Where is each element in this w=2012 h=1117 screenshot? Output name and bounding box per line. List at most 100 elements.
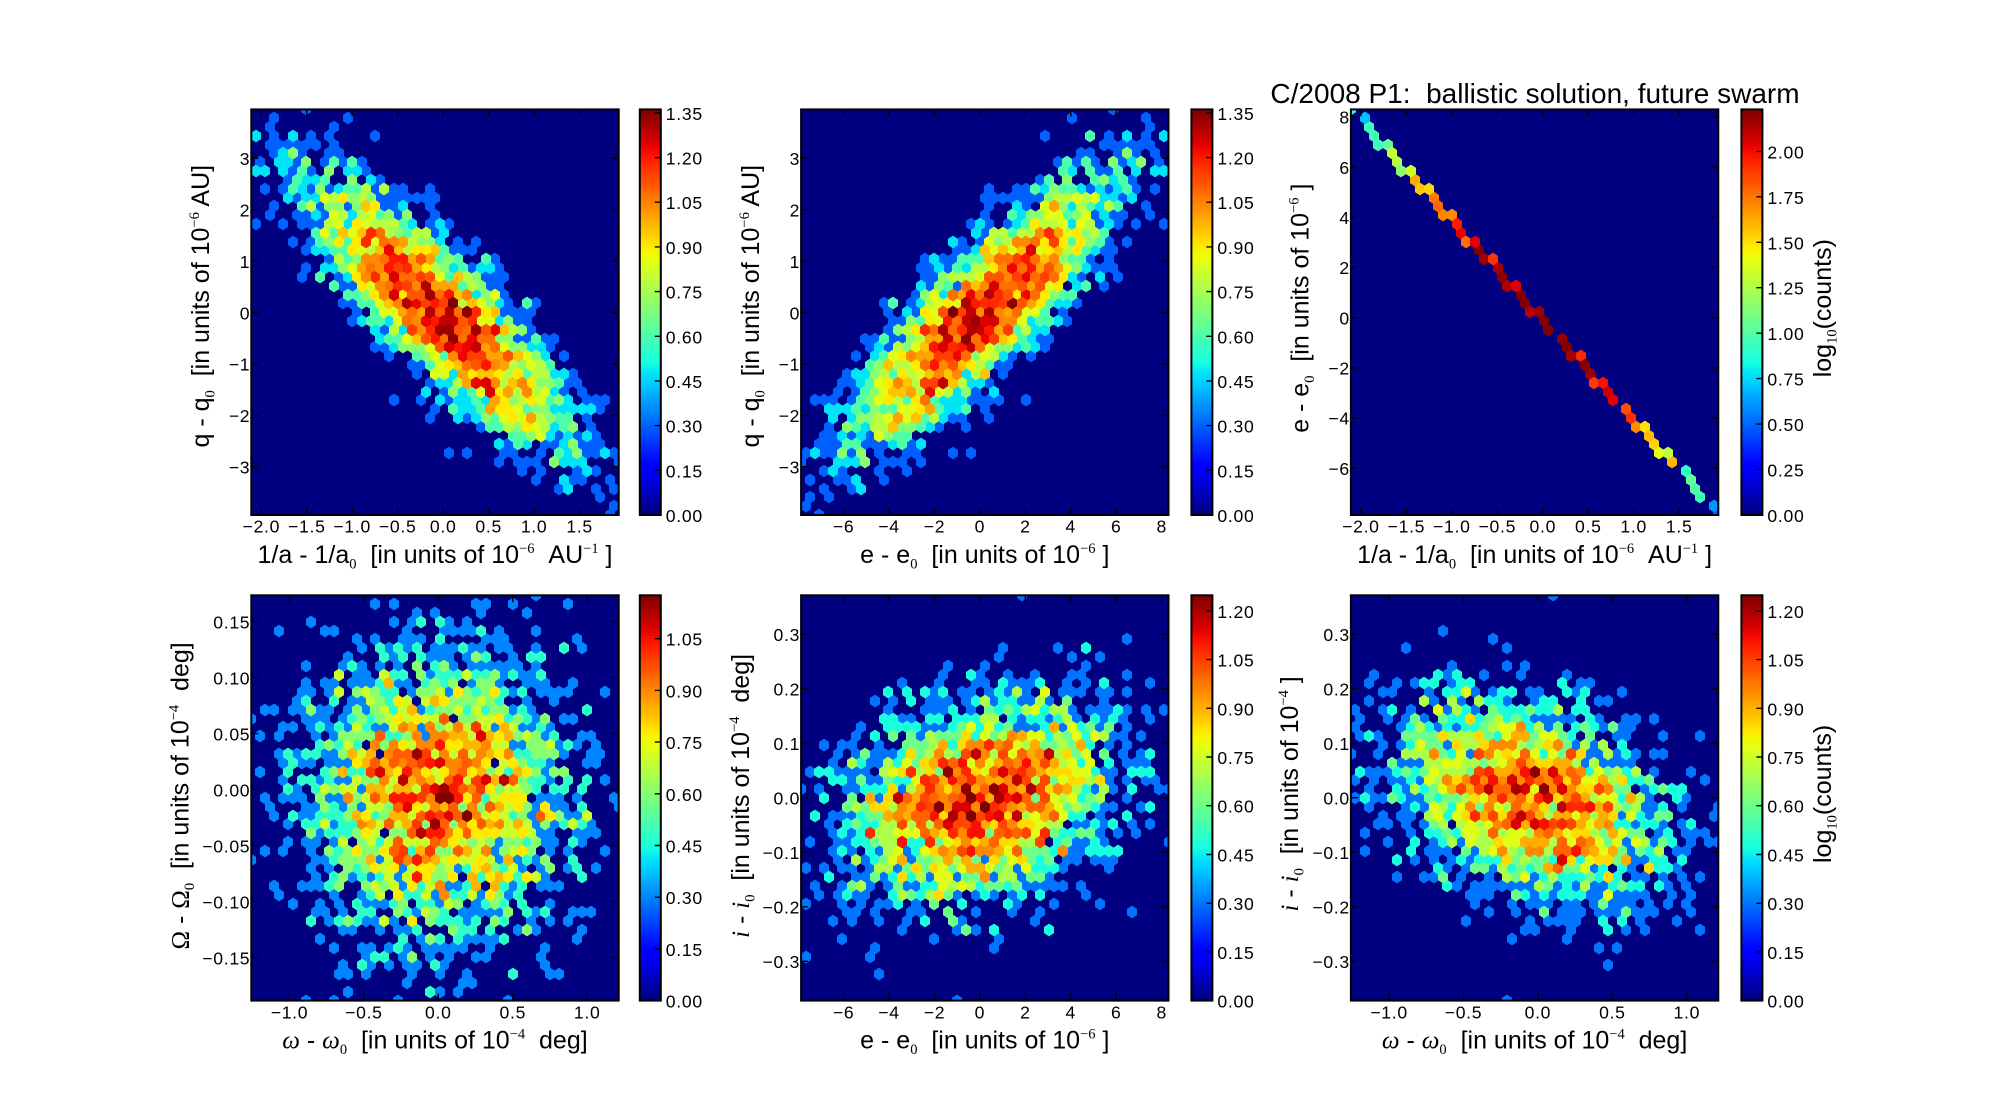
svg-text:−0.5: −0.5 <box>1479 517 1517 537</box>
svg-text:0.50: 0.50 <box>1767 415 1804 435</box>
svg-text:0: 0 <box>790 303 801 323</box>
svg-text:0.90: 0.90 <box>666 681 703 701</box>
svg-text:0.25: 0.25 <box>1767 461 1804 481</box>
svg-text:0.45: 0.45 <box>1767 846 1804 866</box>
svg-text:−6: −6 <box>833 517 854 537</box>
svg-text:0: 0 <box>975 1002 986 1022</box>
svg-text:0.0: 0.0 <box>1323 789 1350 809</box>
svg-text:1.05: 1.05 <box>666 193 703 213</box>
svg-text:0.75: 0.75 <box>1217 283 1254 303</box>
svg-text:0.45: 0.45 <box>666 837 703 857</box>
svg-text:0.90: 0.90 <box>1217 699 1254 719</box>
svg-text:e - e0 [in units of 10−6 ]: e - e0 [in units of 10−6 ] <box>860 541 1109 573</box>
svg-text:−0.3: −0.3 <box>763 952 801 972</box>
svg-text:−1: −1 <box>229 355 250 375</box>
svg-text:0.00: 0.00 <box>666 506 703 526</box>
svg-text:0.2: 0.2 <box>774 679 801 699</box>
svg-text:0.75: 0.75 <box>1767 370 1804 390</box>
svg-text:−0.5: −0.5 <box>379 517 417 537</box>
svg-text:8: 8 <box>1339 108 1350 128</box>
svg-text:0.30: 0.30 <box>1767 894 1804 914</box>
svg-text:4: 4 <box>1066 517 1077 537</box>
svg-text:0.30: 0.30 <box>666 888 703 908</box>
svg-text:−0.2: −0.2 <box>763 898 801 918</box>
svg-text:−1: −1 <box>779 355 800 375</box>
svg-text:1.0: 1.0 <box>521 517 548 537</box>
svg-text:0.60: 0.60 <box>1767 797 1804 817</box>
svg-text:e - e0 [in units of 10−6 ]: e - e0 [in units of 10−6 ] <box>1287 184 1319 433</box>
svg-text:8: 8 <box>1156 1002 1167 1022</box>
svg-text:−0.5: −0.5 <box>345 1002 383 1022</box>
svg-text:0.0: 0.0 <box>1525 1002 1552 1022</box>
svg-text:6: 6 <box>1111 1002 1122 1022</box>
svg-text:−1.5: −1.5 <box>288 517 326 537</box>
svg-text:3: 3 <box>790 149 801 169</box>
svg-text:0.3: 0.3 <box>1323 625 1350 645</box>
svg-text:0.00: 0.00 <box>213 780 250 800</box>
svg-text:0.5: 0.5 <box>1599 1002 1626 1022</box>
svg-text:−4: −4 <box>878 517 899 537</box>
svg-text:0.5: 0.5 <box>500 1002 527 1022</box>
svg-text:e - e0 [in units of 10−6 ]: e - e0 [in units of 10−6 ] <box>860 1027 1109 1059</box>
svg-text:0.75: 0.75 <box>666 283 703 303</box>
svg-text:−0.05: −0.05 <box>202 836 250 856</box>
svg-text:1.0: 1.0 <box>1674 1002 1701 1022</box>
svg-text:0.5: 0.5 <box>1575 517 1602 537</box>
svg-text:1: 1 <box>240 252 251 272</box>
svg-text:2.00: 2.00 <box>1767 142 1804 162</box>
svg-text:1.5: 1.5 <box>1666 517 1693 537</box>
svg-text:−1.0: −1.0 <box>1433 517 1471 537</box>
svg-text:0: 0 <box>1339 308 1350 328</box>
svg-text:2: 2 <box>1020 1002 1031 1022</box>
svg-text:0.15: 0.15 <box>1217 943 1254 963</box>
svg-text:−4: −4 <box>1328 409 1349 429</box>
svg-text:−0.2: −0.2 <box>1312 898 1350 918</box>
svg-text:3: 3 <box>240 149 251 169</box>
svg-text:−0.10: −0.10 <box>202 892 250 912</box>
svg-text:0.45: 0.45 <box>666 372 703 392</box>
svg-text:−6: −6 <box>833 1002 854 1022</box>
svg-text:2: 2 <box>790 200 801 220</box>
svg-text:1.0: 1.0 <box>1620 517 1647 537</box>
svg-text:8: 8 <box>1156 517 1167 537</box>
svg-text:log10(counts): log10(counts) <box>1809 725 1841 863</box>
svg-text:1.05: 1.05 <box>1217 651 1254 671</box>
svg-text:−1.0: −1.0 <box>1370 1002 1408 1022</box>
svg-text:−2.0: −2.0 <box>243 517 281 537</box>
svg-text:−2: −2 <box>924 517 945 537</box>
svg-text:1.20: 1.20 <box>1767 602 1804 622</box>
svg-text:1.05: 1.05 <box>1217 193 1254 213</box>
svg-text:−3: −3 <box>779 458 800 478</box>
svg-text:1.35: 1.35 <box>1217 104 1254 124</box>
svg-text:Ω - Ω0 [in units of 10−4 deg: Ω - Ω0 [in units of 10−4 deg] <box>167 642 199 949</box>
svg-text:0.0: 0.0 <box>774 789 801 809</box>
svg-text:0.00: 0.00 <box>1767 992 1804 1012</box>
svg-text:−3: −3 <box>229 458 250 478</box>
svg-text:6: 6 <box>1111 517 1122 537</box>
svg-text:1.0: 1.0 <box>574 1002 601 1022</box>
svg-text:1.05: 1.05 <box>1767 651 1804 671</box>
svg-text:−4: −4 <box>878 1002 899 1022</box>
svg-text:1.20: 1.20 <box>1217 149 1254 169</box>
svg-text:1: 1 <box>790 252 801 272</box>
svg-text:1.00: 1.00 <box>1767 324 1804 344</box>
svg-text:−1.0: −1.0 <box>271 1002 309 1022</box>
svg-text:0: 0 <box>975 517 986 537</box>
svg-text:2: 2 <box>240 200 251 220</box>
svg-text:0.15: 0.15 <box>1217 461 1254 481</box>
svg-text:−0.15: −0.15 <box>202 948 250 968</box>
svg-text:−0.3: −0.3 <box>1312 952 1350 972</box>
svg-text:q - q0 [in units of 10−6 AU]: q - q0 [in units of 10−6 AU] <box>737 165 769 448</box>
svg-text:0.00: 0.00 <box>1217 506 1254 526</box>
svg-text:−2.0: −2.0 <box>1342 517 1380 537</box>
svg-text:0.0: 0.0 <box>1530 517 1557 537</box>
svg-text:0.5: 0.5 <box>475 517 502 537</box>
svg-text:−2: −2 <box>1328 359 1349 379</box>
svg-text:2: 2 <box>1339 258 1350 278</box>
svg-text:6: 6 <box>1339 158 1350 178</box>
svg-text:0.15: 0.15 <box>666 461 703 481</box>
svg-text:0.60: 0.60 <box>1217 327 1254 347</box>
svg-text:log10(counts): log10(counts) <box>1809 239 1841 377</box>
svg-text:0.2: 0.2 <box>1323 679 1350 699</box>
svg-text:0.60: 0.60 <box>666 785 703 805</box>
